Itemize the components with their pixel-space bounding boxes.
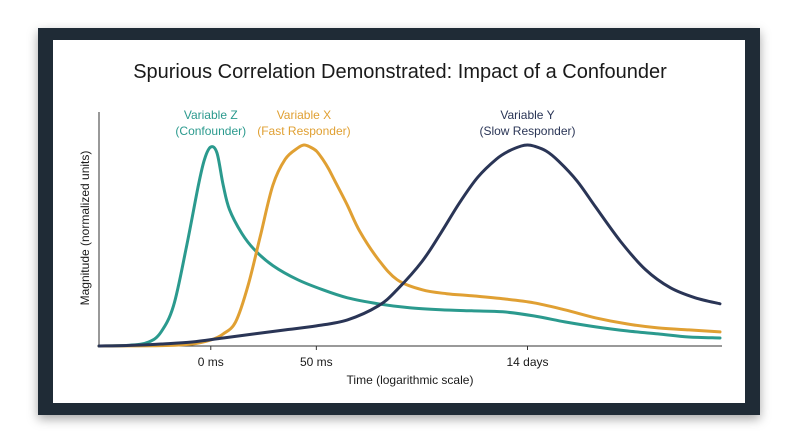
x-tick-label-2: 14 days <box>506 355 548 369</box>
x-tick-label-0: 0 ms <box>198 355 224 369</box>
series-label-0: Variable Z <box>184 108 238 122</box>
series-line-0 <box>97 145 722 348</box>
series-label-2: Variable Y <box>500 108 554 122</box>
chart-title: Spurious Correlation Demonstrated: Impac… <box>133 61 667 83</box>
series-group <box>97 143 722 348</box>
series-sublabel-1: (Fast Responder) <box>257 124 350 138</box>
series-label-1: Variable X <box>277 108 331 122</box>
x-ticks: 0 ms 50 ms 14 days <box>198 346 549 369</box>
x-axis-title: Time (logarithmic scale) <box>347 373 474 387</box>
y-axis-title: Magnitude (normalized units) <box>78 151 92 306</box>
series-sublabel-0: (Confounder) <box>175 124 246 138</box>
series-line-2 <box>97 143 722 348</box>
series-line-1 <box>97 143 722 348</box>
x-tick-label-1: 50 ms <box>300 355 333 369</box>
series-labels: Variable Z (Confounder) Variable X (Fast Re… <box>175 108 575 138</box>
series-sublabel-2: (Slow Responder) <box>479 124 575 138</box>
